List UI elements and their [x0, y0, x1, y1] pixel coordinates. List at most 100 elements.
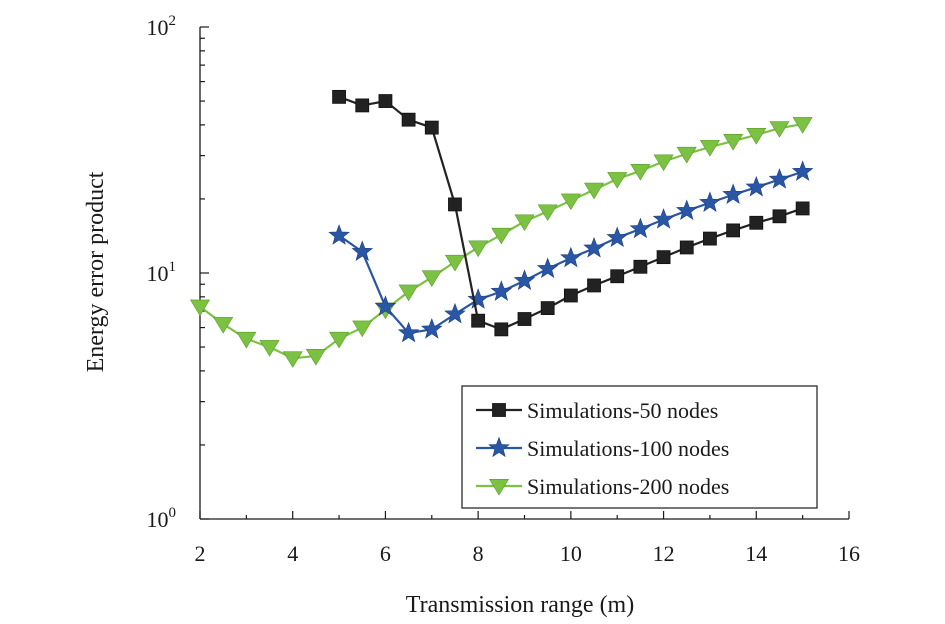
data-point — [723, 134, 744, 151]
data-point — [652, 208, 675, 229]
data-point — [491, 227, 512, 245]
data-point — [676, 146, 697, 164]
data-point — [213, 317, 234, 334]
data-point — [584, 182, 605, 200]
data-point — [726, 223, 741, 238]
data-point — [630, 163, 651, 181]
data-point — [560, 246, 582, 268]
x-tick-label: 14 — [745, 541, 767, 566]
data-point — [332, 89, 346, 104]
data-point — [772, 209, 787, 224]
legend-marker-200-nodes — [488, 479, 510, 496]
data-point — [722, 183, 744, 204]
data-point — [420, 318, 443, 339]
legend-label-100-nodes: Simulations-100 nodes — [527, 436, 729, 461]
series-layer — [189, 89, 814, 368]
data-point — [607, 172, 628, 189]
data-point — [517, 312, 532, 326]
data-point — [282, 351, 303, 368]
y-axis-title: Energy error product — [83, 171, 109, 372]
data-point — [563, 288, 578, 303]
x-tick-label: 2 — [195, 541, 206, 566]
legend-entry-50-nodes: Simulations-50 nodes — [476, 398, 718, 423]
data-point — [769, 121, 790, 138]
data-point — [536, 257, 559, 278]
data-point — [540, 301, 555, 315]
data-point — [679, 240, 694, 255]
data-point — [560, 193, 581, 211]
data-point — [745, 175, 768, 197]
legend-marker-shape — [488, 479, 510, 496]
y-tick-label: 100 — [147, 505, 177, 532]
x-tick-label: 12 — [653, 541, 675, 566]
data-point — [189, 299, 211, 317]
y-tick-label: 101 — [147, 259, 177, 286]
y-tick-label: 102 — [147, 13, 177, 40]
data-point — [355, 98, 370, 113]
data-point — [305, 349, 326, 366]
data-point — [583, 236, 605, 258]
legend-marker-shape — [488, 436, 510, 458]
legend-entry-100-nodes: Simulations-100 nodes — [476, 436, 729, 461]
data-point — [468, 240, 489, 258]
data-point — [606, 226, 629, 248]
legend-label-200-nodes: Simulations-200 nodes — [527, 474, 729, 499]
data-point — [236, 331, 257, 349]
series-1 — [332, 89, 810, 337]
data-point — [749, 215, 764, 230]
data-point — [448, 197, 462, 212]
x-tick-label: 16 — [838, 541, 860, 566]
data-point — [656, 250, 671, 265]
series-3 — [189, 117, 813, 368]
tick-labels: 2 4 6 8 10 12 14 16 100 101 102 — [147, 13, 861, 566]
data-point — [675, 199, 698, 220]
data-point — [746, 128, 767, 145]
data-point — [699, 191, 721, 212]
data-point — [401, 112, 416, 127]
data-point — [653, 154, 674, 172]
data-point — [792, 117, 813, 134]
data-point — [768, 168, 791, 189]
legend-marker-shape — [492, 403, 506, 417]
data-point — [329, 331, 350, 349]
data-point — [537, 204, 558, 221]
data-point — [795, 201, 810, 216]
legend: Simulations-50 nodes Simulations-100 nod… — [461, 385, 818, 509]
legend-entry-200-nodes: Simulations-200 nodes — [476, 474, 729, 499]
data-point — [514, 214, 535, 232]
data-point — [791, 160, 814, 181]
x-axis-title: Transmission range (m) — [406, 592, 634, 618]
data-point — [699, 140, 720, 157]
legend-marker-100-nodes — [488, 436, 510, 458]
data-point — [328, 224, 350, 245]
x-tick-label: 6 — [380, 541, 391, 566]
data-point — [378, 94, 393, 108]
data-point — [444, 254, 465, 272]
legend-marker-50-nodes — [492, 403, 506, 417]
data-point — [467, 288, 489, 309]
data-point — [444, 302, 466, 324]
data-point — [424, 120, 439, 135]
data-point — [398, 284, 419, 302]
data-point — [610, 269, 625, 284]
x-tick-label: 4 — [287, 541, 298, 566]
data-point — [374, 295, 397, 316]
data-point — [494, 322, 509, 337]
data-point — [421, 270, 442, 287]
data-point — [259, 340, 280, 357]
x-tick-label: 10 — [560, 541, 582, 566]
data-point — [352, 320, 373, 338]
x-tick-label: 8 — [473, 541, 484, 566]
data-point — [629, 217, 652, 239]
data-point — [351, 240, 374, 261]
data-point — [397, 321, 420, 343]
data-point — [513, 269, 536, 290]
data-point — [490, 280, 513, 301]
data-point — [633, 259, 648, 274]
data-point — [471, 313, 486, 328]
data-point — [587, 278, 601, 293]
data-point — [703, 231, 717, 246]
legend-label-50-nodes: Simulations-50 nodes — [527, 398, 718, 423]
